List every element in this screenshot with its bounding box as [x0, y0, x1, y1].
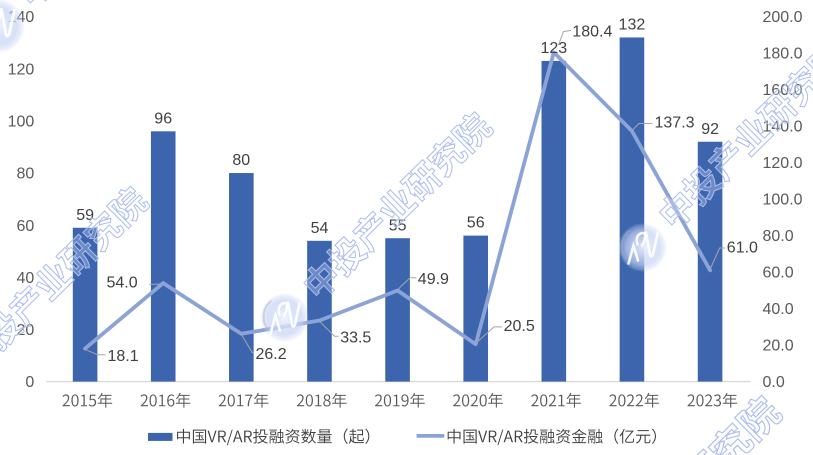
svg-text:200.0: 200.0	[763, 9, 803, 26]
svg-text:59: 59	[76, 207, 94, 224]
svg-text:80: 80	[232, 152, 250, 169]
svg-text:180.4: 180.4	[572, 24, 612, 41]
svg-text:33.5: 33.5	[340, 330, 371, 347]
svg-text:49.9: 49.9	[418, 271, 449, 288]
svg-text:54.0: 54.0	[107, 275, 138, 292]
svg-text:54: 54	[311, 220, 329, 237]
svg-text:40: 40	[17, 270, 35, 287]
svg-text:61.0: 61.0	[727, 240, 758, 257]
svg-text:132: 132	[619, 17, 646, 34]
svg-text:18.1: 18.1	[108, 348, 139, 365]
svg-text:96: 96	[154, 110, 172, 127]
svg-text:137.3: 137.3	[655, 114, 695, 131]
svg-text:120.0: 120.0	[763, 155, 803, 172]
svg-text:100.0: 100.0	[763, 192, 803, 209]
svg-text:80: 80	[17, 166, 35, 183]
svg-text:20.0: 20.0	[763, 338, 794, 355]
svg-text:0: 0	[25, 374, 34, 391]
svg-text:80.0: 80.0	[763, 228, 794, 245]
svg-text:100: 100	[8, 114, 35, 131]
svg-text:0.0: 0.0	[763, 374, 785, 391]
svg-text:123: 123	[540, 40, 567, 57]
svg-text:180.0: 180.0	[763, 46, 803, 63]
svg-text:40.0: 40.0	[763, 301, 794, 318]
svg-text:56: 56	[467, 215, 485, 232]
svg-text:60: 60	[17, 218, 35, 235]
svg-text:26.2: 26.2	[256, 346, 287, 363]
svg-text:20.5: 20.5	[504, 318, 535, 335]
svg-text:60.0: 60.0	[763, 265, 794, 282]
svg-text:92: 92	[701, 121, 719, 138]
svg-text:120: 120	[8, 61, 35, 78]
